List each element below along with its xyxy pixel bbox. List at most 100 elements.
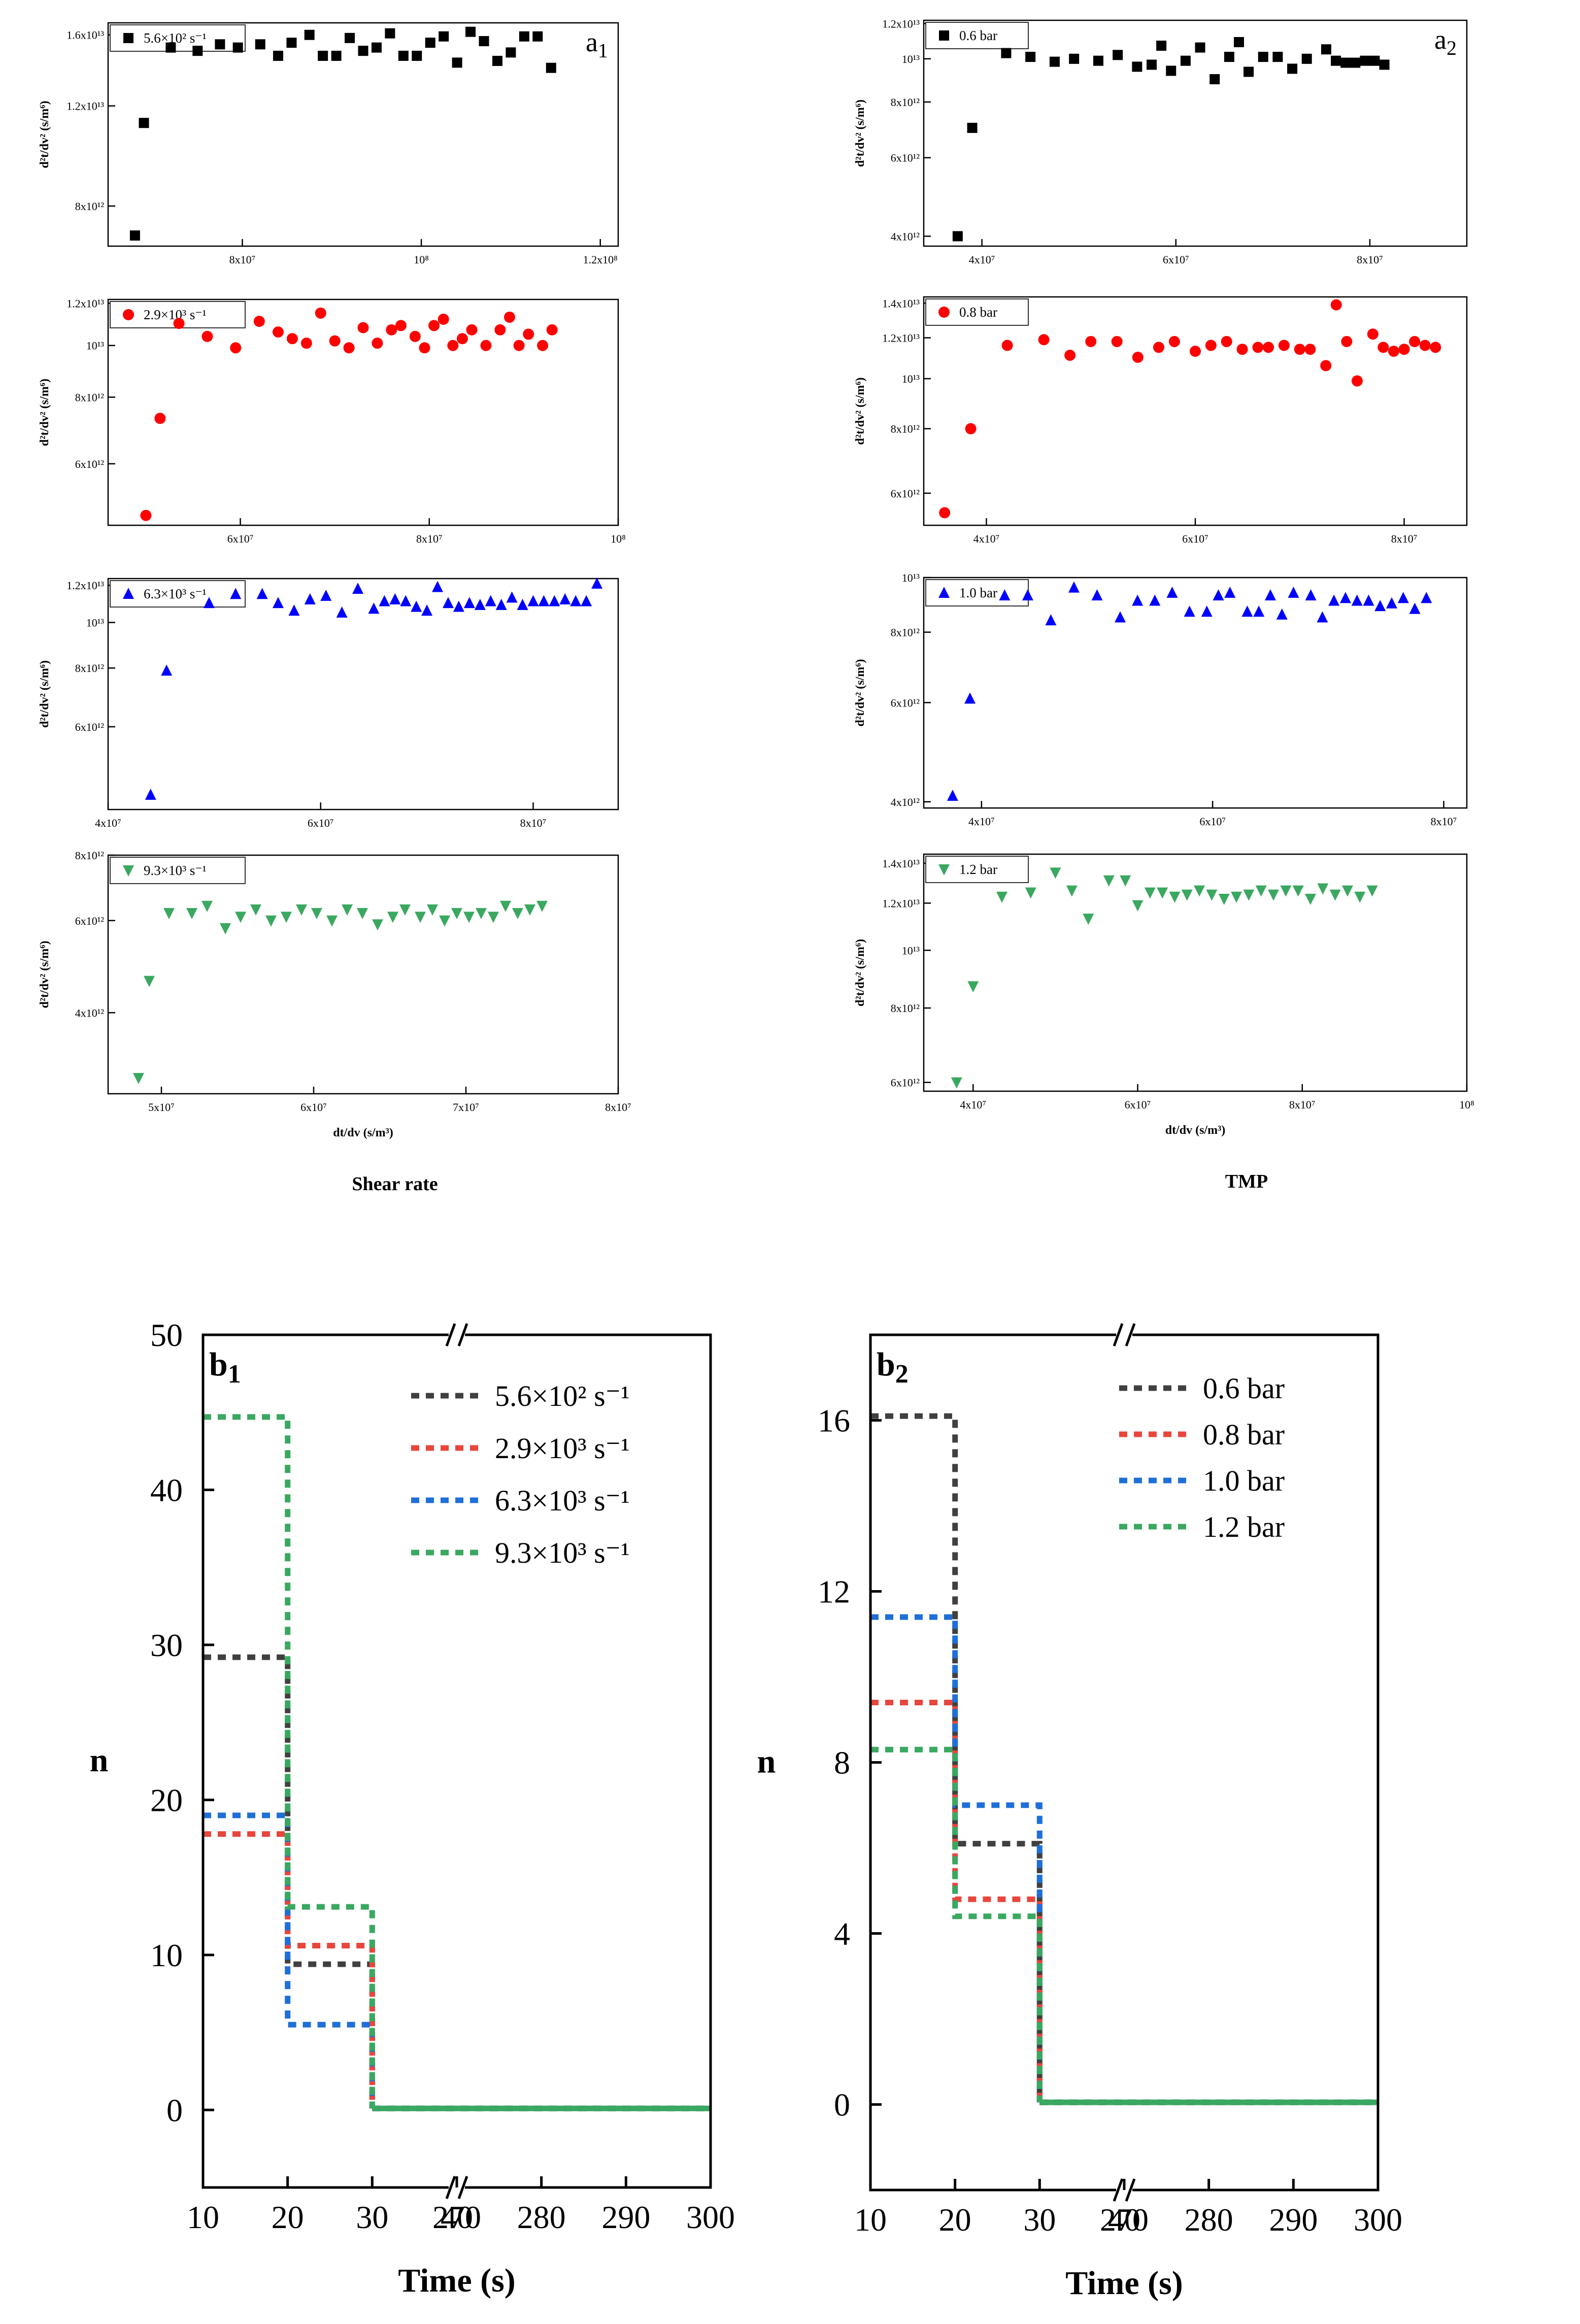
data-point (1263, 342, 1274, 353)
x-tick-label: 4x10⁷ (969, 253, 995, 266)
data-point (336, 606, 348, 618)
data-point (1278, 340, 1290, 351)
data-point (318, 50, 328, 61)
data-point (1190, 346, 1201, 357)
data-point (964, 692, 976, 704)
x-tick-label: 6x10⁷ (308, 817, 334, 829)
y-tick-label: 1.2x10¹³ (66, 579, 104, 592)
x-tick-label: 4x10⁷ (968, 815, 995, 828)
y-tick-label: 1.2x10¹³ (882, 897, 920, 910)
data-point (512, 908, 523, 920)
y-tick-label: 4x10¹² (75, 1006, 105, 1019)
data-point (215, 39, 225, 50)
data-point (368, 602, 380, 614)
data-point (1264, 589, 1276, 600)
data-point (1050, 867, 1061, 879)
scatter-panel-a1-3: 4x10⁷ 6x10⁷ 8x10⁷ 6x10¹² 8x10¹² 10¹³ 1.2x10¹³ d… (38, 577, 619, 829)
data-point (476, 908, 487, 920)
data-point (494, 324, 506, 335)
axis-break-mark (1113, 2178, 1124, 2202)
data-point (1085, 335, 1097, 347)
y-tick-label: 20 (150, 1782, 183, 1818)
data-point (1287, 63, 1298, 74)
axis-break-mark (445, 2176, 456, 2199)
data-point (1093, 55, 1103, 66)
y-tick-label: 8 (834, 1745, 850, 1781)
y-tick-label: 1.2x10¹³ (882, 332, 920, 345)
data-point (1330, 299, 1342, 311)
data-point (192, 46, 203, 56)
data-point (439, 31, 449, 42)
y-tick-label: 8x10¹² (75, 662, 105, 675)
axis-break-mark (445, 1323, 456, 1346)
x-tick-label: 10 (187, 2199, 219, 2235)
data-point (386, 324, 397, 335)
y-tick-label: 0 (166, 2092, 183, 2128)
y-tick-label: 12 (818, 1574, 850, 1610)
data-point (1132, 594, 1144, 606)
data-point (286, 333, 298, 345)
x-tick-label: 4x10⁷ (973, 532, 1000, 545)
data-point (1350, 57, 1361, 68)
y-axis-label: d²t/dv² (s/m⁶) (38, 660, 51, 728)
y-tick-label: 6x10¹² (75, 458, 105, 470)
data-point (456, 333, 468, 345)
x-tick-label: 6x10⁷ (1182, 532, 1208, 545)
y-tick-label: 10¹³ (902, 944, 920, 957)
data-point (425, 38, 435, 48)
data-point (506, 591, 518, 603)
plot-frame (107, 578, 619, 811)
data-point (1103, 875, 1115, 887)
data-point (1224, 586, 1236, 598)
legend-label: 0.8 bar (959, 305, 997, 320)
data-point (1321, 44, 1331, 55)
step-series-line (203, 1831, 375, 2109)
scatter-panel-a1-4: 5x10⁷ 6x10⁷ 7x10⁷ 8x10⁷ 4x10¹² 6x10¹² 8x10¹² d²… (38, 849, 631, 1139)
data-point (1398, 344, 1410, 355)
x-tick-label: 6x10⁷ (300, 1101, 327, 1114)
step-series-line (203, 1414, 375, 2109)
x-tick-label: 290 (601, 2199, 650, 2235)
y-tick-label: 1.6x10¹³ (66, 29, 104, 42)
data-point (1169, 891, 1181, 903)
data-point (201, 330, 213, 342)
legend-label: 1.2 bar (1203, 1510, 1285, 1543)
data-point (536, 900, 548, 912)
data-point (352, 582, 364, 594)
data-point (1288, 586, 1299, 598)
data-point (1132, 351, 1144, 363)
data-point (1276, 608, 1288, 620)
x-tick-label: 8x10⁷ (1431, 815, 1457, 828)
data-point (947, 789, 958, 801)
data-point (1430, 342, 1441, 353)
x-tick-label: 8x10⁷ (1357, 253, 1383, 266)
scatter-panel-a1-2: 6x10⁷ 8x10⁷ 10⁸ 6x10¹² 8x10¹² 10¹³ 1.2x10¹³ d²t… (38, 297, 626, 545)
data-point (965, 423, 977, 434)
data-point (1045, 614, 1057, 626)
x-tick-label: 10 (854, 2202, 887, 2238)
x-tick-label: 6x10⁷ (1199, 815, 1226, 828)
axis-break-mark (1125, 1323, 1136, 1346)
data-point (1351, 375, 1363, 387)
x-tick-label: 4x10⁷ (95, 817, 121, 829)
data-point (415, 912, 426, 923)
data-point (1180, 55, 1191, 66)
data-point (1317, 883, 1329, 895)
data-point (523, 328, 534, 340)
data-point (443, 597, 454, 609)
data-point (1304, 344, 1316, 355)
data-point (1409, 602, 1421, 614)
x-tick-label: 8x10⁷ (1289, 1098, 1316, 1111)
y-tick-label: 6x10¹² (891, 1076, 920, 1089)
data-point (427, 904, 438, 916)
data-point (154, 413, 166, 424)
data-point (1194, 885, 1205, 897)
x-tick-label: 4x10⁷ (960, 1098, 986, 1111)
data-point (1294, 344, 1305, 355)
legend-box (110, 580, 246, 608)
data-point (967, 122, 978, 133)
data-point (1111, 335, 1123, 347)
data-point (1331, 55, 1341, 66)
data-point (1147, 59, 1157, 70)
data-point (1184, 605, 1195, 617)
